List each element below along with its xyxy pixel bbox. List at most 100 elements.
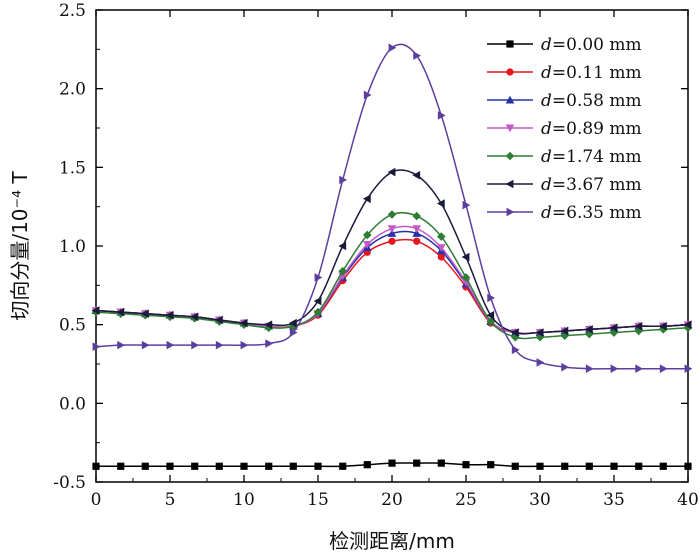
data-point bbox=[437, 253, 445, 261]
data-point bbox=[239, 318, 248, 328]
data-point bbox=[412, 170, 421, 180]
data-point bbox=[505, 124, 515, 133]
data-point bbox=[610, 364, 619, 374]
data-point bbox=[412, 211, 422, 221]
data-point bbox=[487, 293, 496, 303]
data-point bbox=[141, 340, 150, 350]
data-point bbox=[214, 315, 223, 325]
legend-item: d=3.67 mm bbox=[487, 175, 642, 195]
legend-label: d=0.11 mm bbox=[541, 63, 642, 83]
data-point bbox=[313, 296, 322, 306]
data-point bbox=[506, 40, 514, 48]
legend-variable: d bbox=[541, 147, 552, 167]
data-point bbox=[265, 339, 274, 348]
data-point bbox=[505, 95, 515, 104]
data-point bbox=[388, 237, 396, 245]
data-point bbox=[166, 340, 175, 350]
data-point bbox=[584, 325, 593, 334]
data-point bbox=[635, 364, 644, 374]
data-point bbox=[659, 364, 668, 374]
x-tick-label: 0 bbox=[91, 490, 102, 510]
plot-axes: 0 5 10 15 20 25 30 35 40 -0.5 0.0 0.5 1.0 1.5 2.0 2.5 bbox=[53, 1, 699, 510]
data-point bbox=[314, 273, 323, 282]
data-point bbox=[288, 318, 297, 328]
legend-value: =3.67 mm bbox=[552, 175, 642, 195]
data-point bbox=[264, 320, 273, 329]
y-tick-label: 2.0 bbox=[59, 80, 86, 100]
data-point bbox=[314, 462, 322, 470]
data-point bbox=[240, 462, 248, 470]
data-point bbox=[413, 51, 422, 60]
legend-item: d=0.11 mm bbox=[487, 63, 642, 83]
data-point bbox=[436, 232, 446, 241]
data-point bbox=[313, 307, 323, 317]
data-point bbox=[536, 358, 545, 367]
data-point bbox=[536, 462, 544, 470]
data-point bbox=[609, 323, 618, 333]
data-point bbox=[387, 225, 397, 233]
legend-item: d=1.74 mm bbox=[487, 147, 642, 167]
data-point bbox=[560, 326, 569, 336]
data-point bbox=[191, 462, 199, 470]
legend-value: =0.11 mm bbox=[552, 63, 642, 83]
data-point bbox=[215, 340, 224, 350]
data-point bbox=[535, 328, 544, 337]
data-point bbox=[339, 175, 348, 185]
y-tick-label: 1.5 bbox=[59, 158, 86, 178]
data-point bbox=[166, 462, 174, 470]
data-point bbox=[609, 328, 619, 337]
data-point bbox=[265, 462, 273, 470]
data-point bbox=[437, 459, 445, 467]
data-point bbox=[535, 332, 545, 342]
legend-label: d=0.89 mm bbox=[541, 119, 642, 139]
legend-value: =0.58 mm bbox=[552, 91, 642, 111]
legend-item: d=6.35 mm bbox=[487, 203, 642, 223]
data-point bbox=[683, 323, 693, 333]
data-point bbox=[92, 462, 100, 470]
legend-variable: d bbox=[541, 91, 552, 111]
series-0 bbox=[92, 459, 692, 470]
legend-item: d=0.89 mm bbox=[487, 119, 642, 139]
legend-value: =0.89 mm bbox=[552, 119, 642, 139]
data-point bbox=[505, 151, 515, 161]
data-point bbox=[363, 90, 372, 100]
data-point bbox=[510, 328, 519, 337]
data-point bbox=[635, 462, 643, 470]
data-point bbox=[362, 230, 372, 240]
data-point bbox=[116, 307, 125, 317]
legend: d=0.00 mmd=0.11 mmd=0.58 mmd=0.89 mmd=1.… bbox=[487, 35, 642, 223]
data-point bbox=[506, 207, 515, 217]
y-tick-label: -0.5 bbox=[53, 473, 86, 493]
data-point bbox=[338, 241, 347, 251]
data-point bbox=[240, 340, 249, 350]
data-point bbox=[634, 321, 643, 331]
data-point bbox=[413, 237, 421, 245]
data-point bbox=[141, 462, 149, 470]
data-point bbox=[437, 111, 446, 120]
data-point bbox=[387, 210, 397, 219]
legend-value: =1.74 mm bbox=[552, 147, 642, 167]
data-point bbox=[289, 328, 298, 337]
x-axis-title: 检测距离/mm bbox=[329, 529, 455, 553]
data-point bbox=[338, 266, 348, 276]
x-tick-label: 30 bbox=[529, 490, 551, 510]
y-tick-label: 1.0 bbox=[59, 237, 86, 257]
data-point bbox=[165, 310, 174, 320]
legend-variable: d bbox=[541, 175, 552, 195]
data-point bbox=[215, 462, 223, 470]
data-point bbox=[339, 462, 347, 470]
data-point bbox=[436, 244, 446, 252]
x-tick-label: 5 bbox=[165, 490, 176, 510]
data-point bbox=[191, 340, 200, 350]
legend-item: d=0.58 mm bbox=[487, 91, 642, 111]
x-tick-label: 20 bbox=[381, 490, 403, 510]
x-tick-label: 40 bbox=[677, 490, 699, 510]
data-point bbox=[585, 364, 594, 374]
data-point bbox=[190, 312, 199, 322]
series-2 bbox=[91, 229, 693, 336]
data-point bbox=[117, 462, 125, 470]
data-point bbox=[684, 462, 692, 470]
data-point bbox=[505, 179, 514, 189]
data-point bbox=[683, 320, 692, 329]
